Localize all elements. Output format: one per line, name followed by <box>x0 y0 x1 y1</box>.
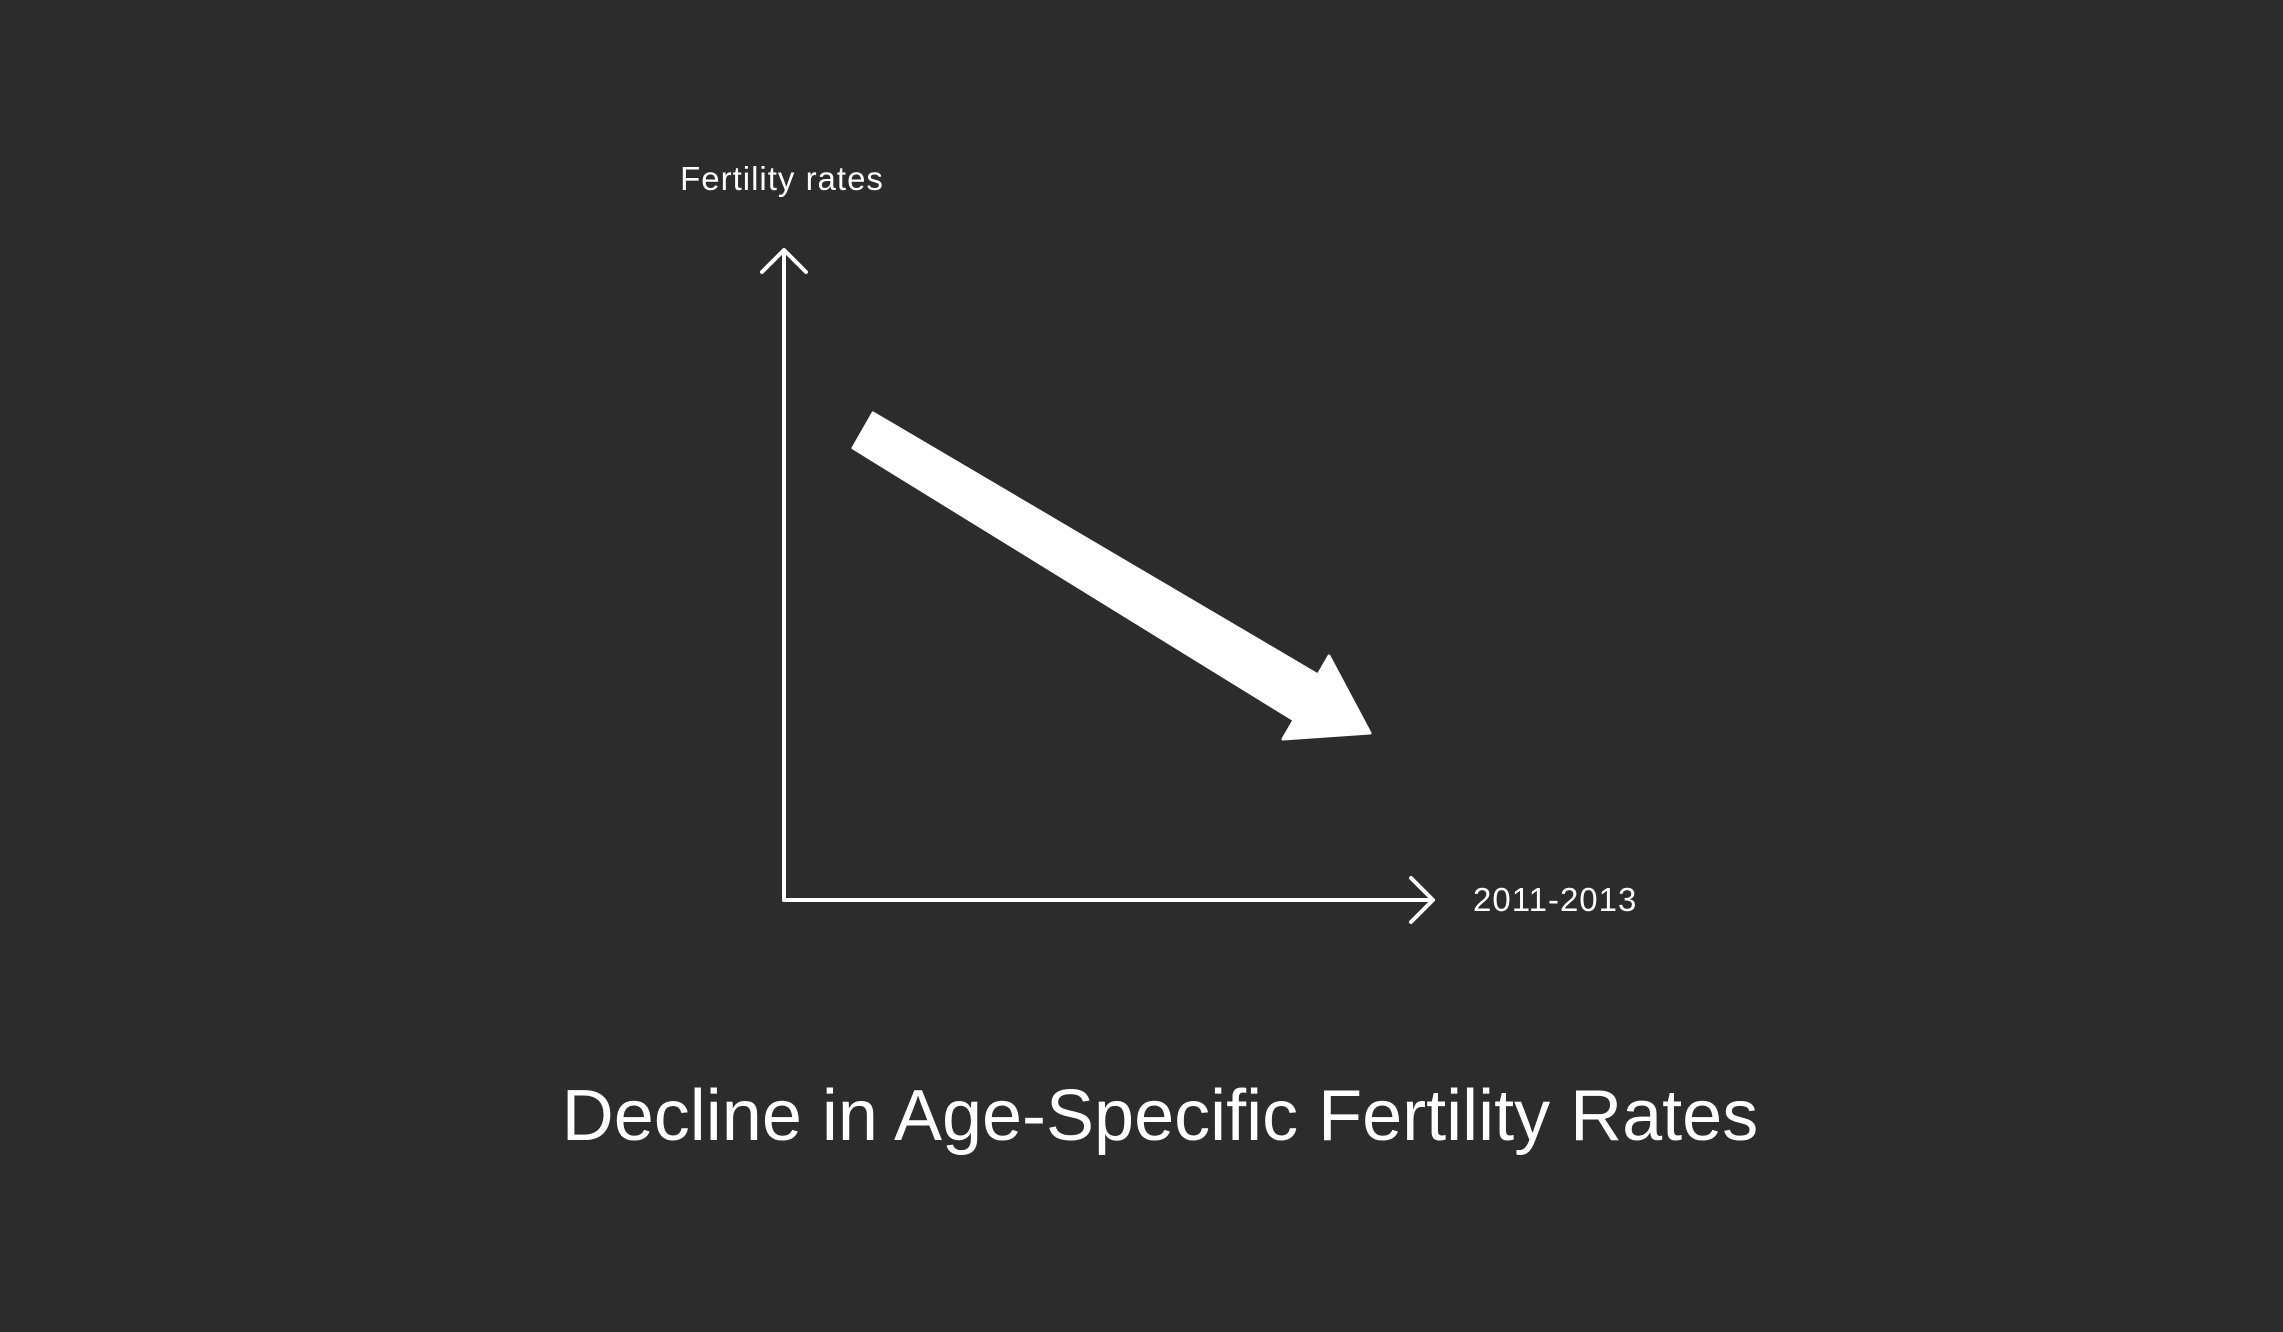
chevron-right-icon <box>1409 876 1435 924</box>
x-axis-label: 2011-2013 <box>1473 881 1637 918</box>
chevron-up-icon <box>760 248 808 274</box>
y-axis-label: Fertility rates <box>680 160 884 197</box>
diagram-title: Decline in Age-Specific Fertility Rates <box>562 1076 1758 1156</box>
down-right-arrow-icon <box>851 411 1372 741</box>
